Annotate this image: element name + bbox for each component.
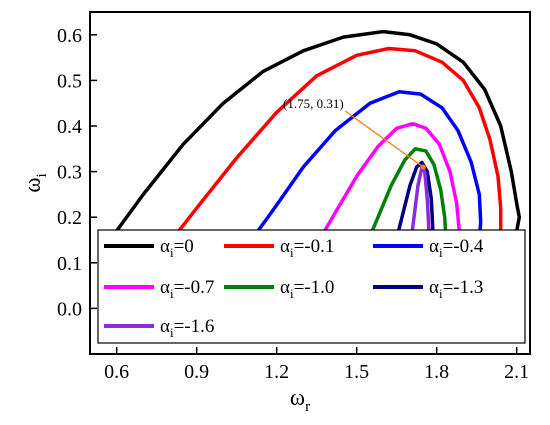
legend: αi=0 αi=-0.1 αi=-0.4 αi=-0.7 αi=-1.0 αi=-1.3 α… [97,229,526,344]
curves [101,29,522,251]
legend-item-3: αi=-0.7 [104,277,214,301]
y-tick-label: 0.3 [57,162,82,184]
legend-label: αi=-1.6 [160,316,214,340]
y-tick-label: 0.4 [57,116,82,138]
series-line-2 [242,90,483,251]
series-line-5 [392,160,435,251]
y-axis-label: ωi [20,173,50,192]
legend-label: αi=-0.7 [160,277,214,301]
series-line-3 [312,121,462,251]
legend-label: αi=-1.3 [429,277,483,301]
x-tick-label: 0.6 [104,361,129,383]
annotation: (1.75, 0.31) [283,96,426,170]
annotation-label: (1.75, 0.31) [283,96,344,111]
legend-box [97,229,526,344]
legend-item-6: αi=-1.6 [104,316,214,340]
plot-frame [89,11,531,355]
legend-item-1: αi=-0.1 [224,236,334,260]
x-tick-label: 0.9 [184,361,209,383]
x-axis: 0.6 0.9 1.2 1.5 1.8 2.1 [104,347,529,383]
series-line-0 [101,29,522,251]
legend-item-0: αi=0 [104,236,194,260]
series-line-1 [162,46,503,251]
annotation-arrow [344,110,424,168]
y-tick-label: 0.2 [57,207,82,229]
y-tick-label: 0.1 [57,253,82,275]
y-tick-label: 0.0 [57,298,82,320]
legend-label: αi=-1.0 [280,277,334,301]
x-tick-label: 1.5 [344,361,369,383]
annotation-point [420,164,426,170]
x-tick-label: 1.2 [264,361,289,383]
legend-label: αi=0 [160,236,194,260]
y-axis: 0.0 0.1 0.2 0.3 0.4 0.5 0.6 [57,25,97,320]
legend-label: αi=-0.1 [280,236,334,260]
legend-item-2: αi=-0.4 [373,236,484,260]
series-line-4 [362,147,448,251]
legend-item-5: αi=-1.3 [373,277,483,301]
x-tick-label: 2.1 [504,361,529,383]
legend-label: αi=-0.4 [429,236,484,260]
y-tick-label: 0.5 [57,70,82,92]
y-tick-label: 0.6 [57,25,82,47]
x-tick-label: 1.8 [424,361,449,383]
legend-item-4: αi=-1.0 [224,277,334,301]
x-axis-label: ωr [290,385,310,415]
